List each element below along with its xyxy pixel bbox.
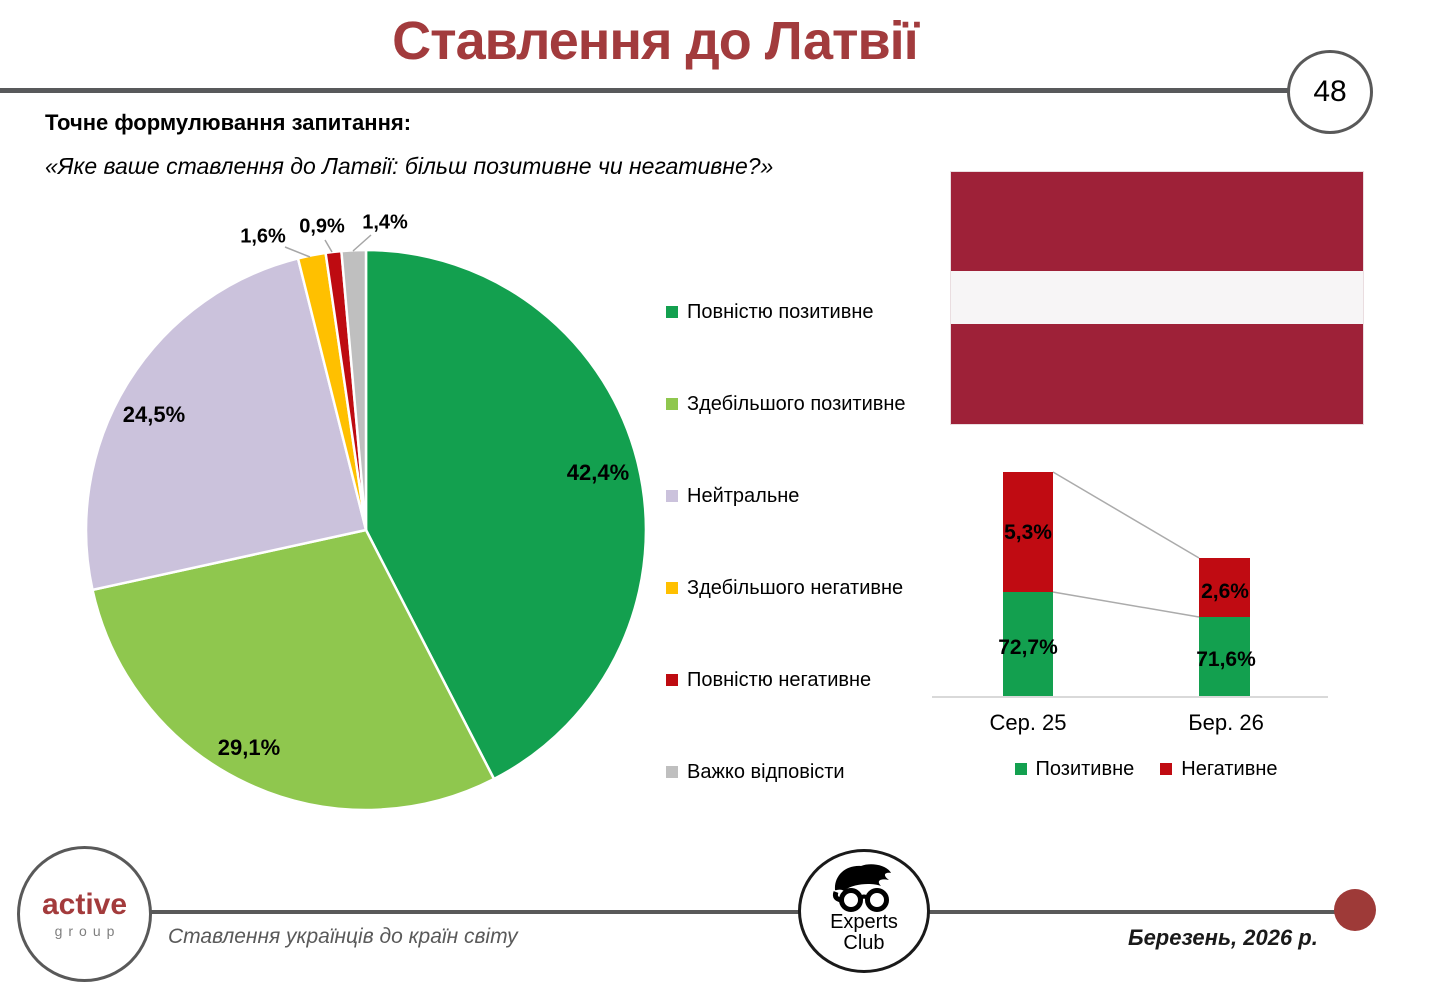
bar-value-negative: 2,6% [1201, 580, 1249, 603]
legend-label: Позитивне [1035, 757, 1135, 780]
pie-slice-0 [364, 248, 648, 781]
bar-segment-Позитивне-1 [1199, 617, 1250, 697]
footer-end-dot [1334, 889, 1376, 931]
pie-value-label: 1,6% [240, 225, 286, 248]
trend-legend: Позитивне Негативне [946, 757, 1346, 781]
active-group-logo-word: active [41, 887, 128, 921]
pie-value-label: 1,4% [362, 211, 408, 234]
slide-date: Березень, 2026 р. [1128, 925, 1318, 950]
page-title: Ставлення до Латвії [392, 11, 919, 71]
bar-connector-line [1052, 471, 1200, 559]
active-group-logo-subword: group [54, 922, 121, 939]
legend-chip-negative [1160, 763, 1173, 775]
pie-legend-item: Повністю негативне [666, 666, 871, 694]
legend-chip-hard-to-answer [666, 766, 678, 778]
pie-legend-item: Здебільшого негативне [666, 574, 903, 602]
bar-segment-Позитивне-0 [1003, 592, 1053, 697]
legend-label: Повністю негативне [687, 668, 872, 691]
bar-value-positive: 71,6% [1196, 648, 1256, 671]
legend-label: Повністю позитивне [687, 300, 874, 323]
pie-value-label: 24,5% [122, 402, 186, 427]
pie-legend-item: Повністю позитивне [666, 298, 874, 326]
page-number-badge: 48 [1287, 50, 1373, 134]
active-group-logo: active group [17, 846, 152, 982]
bar-connector-line [1052, 591, 1200, 618]
pie-leader-line [324, 239, 333, 253]
question-text: «Яке ваше ставлення до Латвії: більш поз… [45, 153, 774, 179]
pie-leader-line [352, 234, 372, 252]
flag-stripe-red-bottom [951, 324, 1363, 424]
pie-slice-2 [84, 257, 368, 592]
page-number: 48 [1313, 75, 1347, 108]
legend-chip-mostly-negative [666, 582, 678, 594]
pie-legend-item: Важко відповісти [666, 758, 845, 786]
title-underline [0, 88, 1289, 93]
experts-club-word1: Experts [830, 911, 898, 933]
latvia-flag [950, 171, 1364, 425]
experts-club-logo: Experts Club [798, 849, 930, 973]
footer-divider-line [80, 910, 1356, 914]
trend-legend-item: Негативне [1160, 757, 1277, 781]
bar-value-negative: 5,3% [1004, 521, 1052, 544]
experts-club-word2: Club [843, 932, 885, 954]
bar-value-positive: 72,7% [998, 636, 1058, 659]
pie-value-label: 29,1% [217, 735, 281, 760]
legend-label: Здебільшого позитивне [687, 392, 906, 415]
legend-chip-fully-negative [666, 674, 678, 686]
pie-legend-item: Нейтральне [666, 482, 799, 510]
pie-legend-item: Здебільшого позитивне [666, 390, 906, 418]
bar-category-label: Сер. 25 [989, 710, 1067, 735]
bar-segment-Негативне-0 [1003, 472, 1053, 592]
pie-value-label: 0,9% [299, 215, 345, 238]
bar-category-label: Бер. 26 [1188, 710, 1264, 735]
legend-chip-neutral [666, 490, 678, 502]
legend-label: Здебільшого негативне [687, 576, 904, 599]
legend-label: Важко відповісти [687, 760, 845, 783]
legend-chip-fully-positive [666, 306, 678, 318]
footer-tagline: Ставлення українців до країн світу [168, 925, 518, 948]
pie-slice-1 [91, 528, 496, 812]
pie-value-label: 42,4% [566, 460, 630, 485]
question-label: Точне формулювання запитання: [45, 110, 412, 135]
legend-label: Нейтральне [687, 484, 800, 507]
flag-stripe-red-top [951, 172, 1363, 271]
legend-label: Негативне [1181, 757, 1278, 780]
legend-chip-positive [1014, 763, 1027, 775]
pie-leader-line [284, 246, 311, 258]
flag-stripe-white [951, 271, 1363, 324]
legend-chip-mostly-positive [666, 398, 678, 410]
bar-segment-Негативне-1 [1199, 558, 1250, 617]
experts-club-face-icon [832, 864, 891, 912]
trend-legend-item: Позитивне [1014, 757, 1135, 781]
